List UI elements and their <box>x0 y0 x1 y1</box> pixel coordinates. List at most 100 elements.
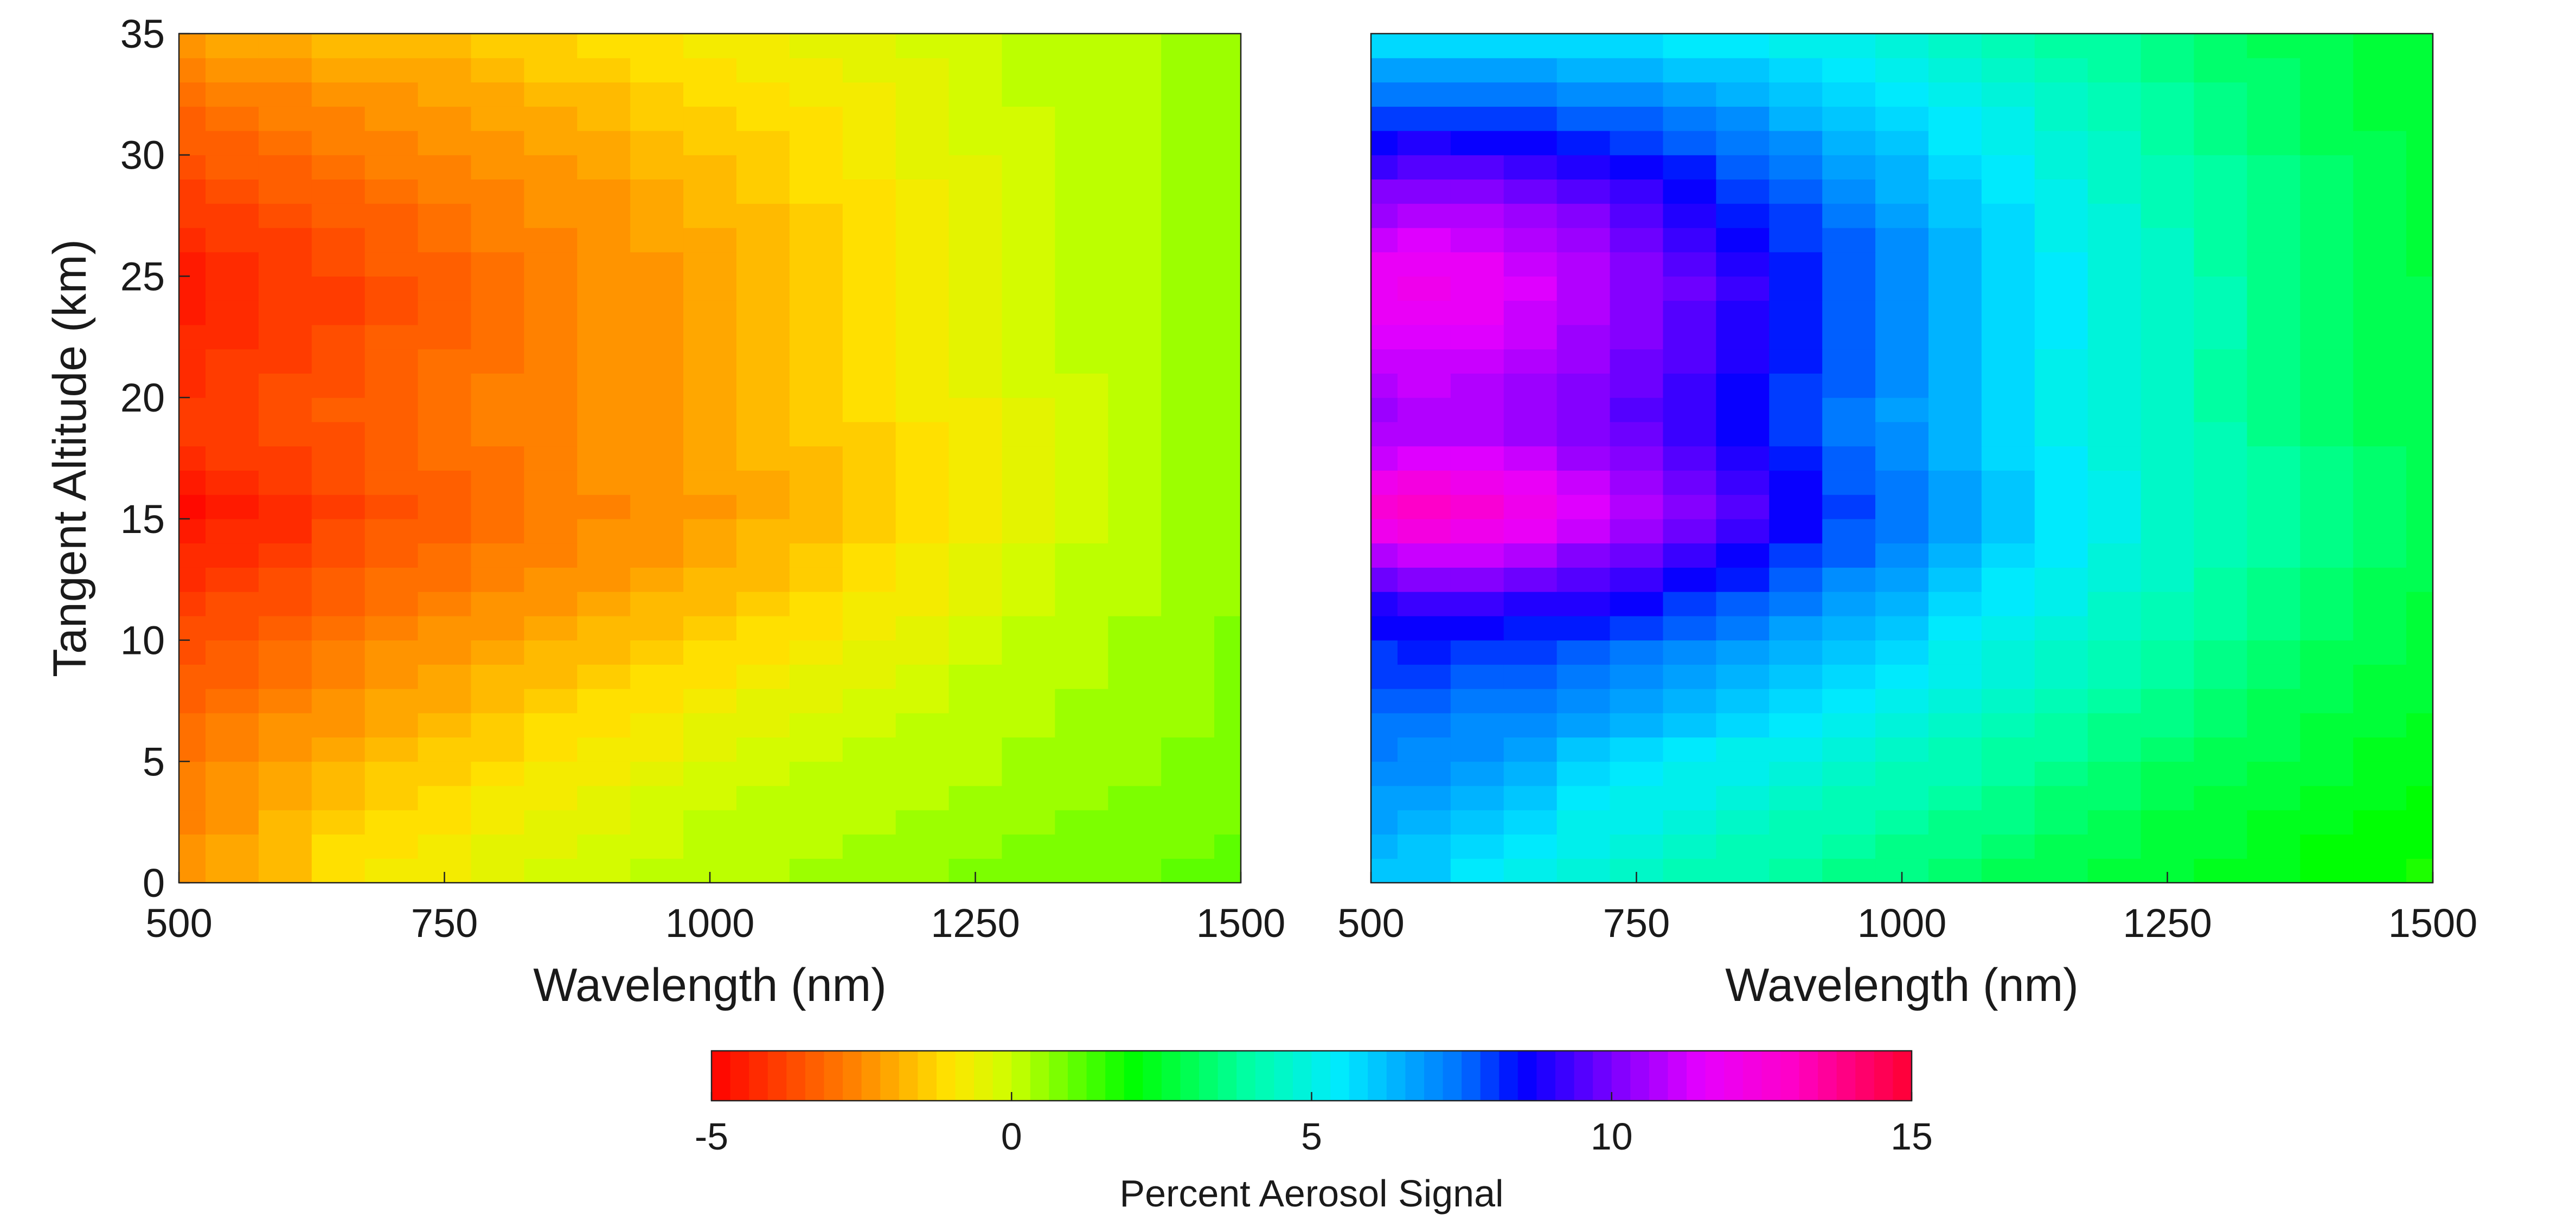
left-cell-r3-c14 <box>895 786 950 811</box>
colorbar-step-21 <box>1105 1051 1125 1101</box>
right-cell-r10-c0 <box>1371 615 1398 641</box>
right-cell-r33-c6 <box>1663 57 1716 83</box>
left-cell-r34-c11 <box>736 34 790 59</box>
left-cell-r17-c10 <box>683 446 737 471</box>
left-cell-r28-c14 <box>895 179 950 204</box>
left-cell-r6-c14 <box>895 712 950 738</box>
right-cell-r28-c1 <box>1397 179 1451 204</box>
right-cell-r20-c14 <box>2087 373 2142 398</box>
right-cell-r5-c1 <box>1397 737 1451 762</box>
right-cell-r16-c0 <box>1371 470 1398 495</box>
right-cell-r4-c14 <box>2087 761 2142 786</box>
left-cell-r33-c4 <box>364 57 419 83</box>
left-cell-r30-c0 <box>179 130 206 156</box>
left-cell-r19-c14 <box>895 397 950 422</box>
left-cell-r24-c0 <box>179 276 206 301</box>
left-cell-r29-c20 <box>1214 155 1241 180</box>
left-cell-r24-c18 <box>1108 276 1162 301</box>
left-cell-r31-c5 <box>418 106 472 131</box>
left-cell-r30-c19 <box>1161 130 1215 156</box>
left-cell-r15-c6 <box>471 495 524 519</box>
left-cell-r6-c15 <box>949 712 1003 738</box>
left-cell-r26-c11 <box>736 227 790 253</box>
right-cell-r31-c10 <box>1875 106 1929 131</box>
left-cell-r11-c12 <box>789 592 843 617</box>
left-cell-r19-c1 <box>205 397 259 422</box>
left-cell-r14-c0 <box>179 518 206 544</box>
left-cell-r2-c1 <box>205 810 259 835</box>
right-cell-r6-c20 <box>2406 712 2433 738</box>
right-cell-r25-c9 <box>1822 252 1876 277</box>
right-cell-r27-c13 <box>2034 203 2088 228</box>
right-cell-r25-c15 <box>2141 252 2195 277</box>
right-cell-r13-c4 <box>1556 543 1611 568</box>
left-cell-r1-c10 <box>683 834 737 859</box>
left-cell-r12-c6 <box>471 567 524 592</box>
left-cell-r30-c13 <box>842 130 896 156</box>
right-cell-r20-c8 <box>1769 373 1823 398</box>
left-cell-r3-c19 <box>1161 786 1215 811</box>
left-cell-r23-c11 <box>736 300 790 325</box>
right-cell-r21-c6 <box>1663 349 1716 374</box>
right-cell-r31-c9 <box>1822 106 1876 131</box>
right-cell-r8-c18 <box>2300 664 2354 689</box>
left-cell-r8-c16 <box>1002 664 1055 689</box>
colorbar-step-52 <box>1687 1051 1706 1101</box>
right-cell-r29-c10 <box>1875 155 1929 180</box>
right-cell-r8-c12 <box>1981 664 2035 689</box>
right-cell-r34-c1 <box>1397 34 1451 59</box>
right-cell-r16-c18 <box>2300 470 2354 495</box>
left-cell-r22-c19 <box>1161 324 1215 350</box>
right-cell-r0-c20 <box>2406 858 2433 883</box>
right-cell-r0-c14 <box>2087 858 2142 883</box>
right-cell-r19-c14 <box>2087 397 2142 422</box>
right-cell-r5-c2 <box>1450 737 1504 762</box>
left-cell-r30-c16 <box>1002 130 1055 156</box>
right-cell-r14-c14 <box>2087 518 2142 544</box>
right-cell-r16-c15 <box>2141 470 2195 495</box>
right-cell-r33-c5 <box>1610 57 1664 83</box>
left-cell-r10-c16 <box>1002 615 1055 641</box>
right-cell-r30-c9 <box>1822 130 1876 156</box>
right-cell-r28-c14 <box>2087 179 2142 204</box>
right-cell-r18-c8 <box>1769 421 1823 447</box>
right-cell-r5-c3 <box>1503 737 1558 762</box>
right-cell-r17-c2 <box>1450 446 1504 471</box>
left-cell-r1-c5 <box>418 834 472 859</box>
right-cell-r33-c7 <box>1716 57 1770 83</box>
colorbar-label: Percent Aerosol Signal <box>1119 1172 1503 1215</box>
right-cell-r27-c19 <box>2353 203 2407 228</box>
right-cell-r2-c12 <box>1981 810 2035 835</box>
right-cell-r14-c6 <box>1663 518 1716 544</box>
right-cell-r29-c7 <box>1716 155 1770 180</box>
right-cell-r32-c3 <box>1503 82 1558 107</box>
right-cell-r20-c15 <box>2141 373 2195 398</box>
left-cell-r27-c6 <box>471 203 524 228</box>
left-cell-r16-c12 <box>789 470 843 495</box>
colorbar-step-61 <box>1855 1051 1875 1101</box>
right-cell-r8-c8 <box>1769 664 1823 689</box>
right-cell-r18-c16 <box>2194 421 2247 447</box>
right-cell-r25-c12 <box>1981 252 2035 277</box>
left-cell-r4-c8 <box>577 761 631 786</box>
left-cell-r13-c11 <box>736 543 790 568</box>
left-cell-r19-c16 <box>1002 397 1055 422</box>
left-cell-r10-c4 <box>364 615 419 641</box>
right-cell-r24-c5 <box>1610 276 1664 301</box>
left-cell-r14-c12 <box>789 518 843 544</box>
colorbar-step-8 <box>861 1051 881 1101</box>
left-cell-r29-c10 <box>683 155 737 180</box>
left-cell-r17-c13 <box>842 446 896 471</box>
right-cell-r34-c8 <box>1769 34 1823 59</box>
left-cell-r16-c3 <box>311 470 366 495</box>
left-cell-r0-c18 <box>1108 858 1162 883</box>
right-cell-r29-c19 <box>2353 155 2407 180</box>
left-cell-r4-c7 <box>524 761 578 786</box>
right-cell-r19-c11 <box>1928 397 1982 422</box>
left-cell-r28-c20 <box>1214 179 1241 204</box>
right-cell-r7-c12 <box>1981 689 2035 714</box>
colorbar-step-39 <box>1443 1051 1462 1101</box>
left-cell-r27-c15 <box>949 203 1003 228</box>
colorbar-step-46 <box>1574 1051 1593 1101</box>
right-cell-r15-c5 <box>1610 495 1664 519</box>
